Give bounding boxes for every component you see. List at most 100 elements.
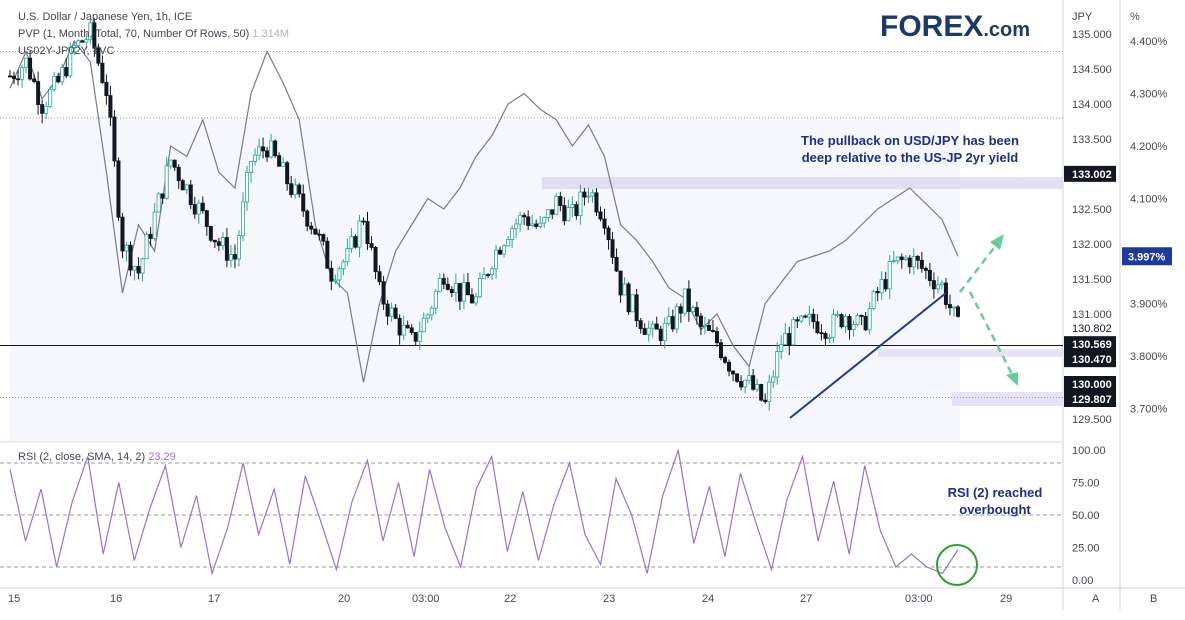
candle-body — [486, 274, 491, 276]
support-zone-1 — [878, 349, 1063, 357]
candle-body — [140, 258, 145, 274]
candle-body — [883, 279, 888, 290]
candle-body — [156, 193, 161, 213]
candle-body — [875, 291, 880, 294]
time-tick-label: 03:00 — [905, 593, 933, 605]
candle-body — [642, 328, 647, 335]
candle-body — [301, 193, 306, 212]
symbol-legend[interactable]: U.S. Dollar / Japanese Yen, 1h, ICE — [18, 11, 193, 23]
candle-body — [947, 304, 952, 309]
candle-body — [481, 274, 486, 279]
yield-tick-label: 4.200% — [1130, 141, 1168, 153]
candle-body — [453, 283, 458, 293]
price-tick-label: 131.000 — [1072, 309, 1112, 321]
price-tick-label: 129.500 — [1072, 414, 1112, 426]
pvp-legend[interactable]: PVP (1, Month, Total, 70, Number Of Rows… — [18, 28, 289, 40]
candle-body — [731, 370, 736, 375]
price-label: 133.002 — [1072, 169, 1112, 181]
candle-body — [164, 165, 169, 199]
candle-body — [654, 323, 659, 330]
candle-body — [253, 154, 258, 162]
price-tick-label: 132.000 — [1072, 239, 1112, 251]
candle-body — [879, 279, 884, 294]
candle-body — [759, 384, 764, 401]
candle-body — [132, 266, 137, 271]
candle-body — [108, 95, 113, 118]
candle-body — [269, 140, 274, 158]
candle-body — [530, 223, 535, 226]
axis-a-button[interactable]: A — [1092, 593, 1100, 605]
price-label-bg — [1064, 391, 1116, 407]
candle-body — [28, 57, 33, 80]
candle-body — [710, 330, 715, 332]
candle-body — [76, 40, 81, 46]
rsi-tick-label: 75.00 — [1072, 478, 1100, 490]
rsi-axis[interactable]: 100.00 75.00 50.00 25.00 0.00 — [1072, 445, 1106, 587]
price-tick-label: 131.500 — [1072, 274, 1112, 286]
time-tick-label: 24 — [702, 593, 714, 605]
rsi-series — [9, 449, 959, 576]
price-tick-label: 132.500 — [1072, 204, 1112, 216]
rsi-tick-label: 50.00 — [1072, 510, 1100, 522]
candle-body — [956, 306, 961, 317]
price-label-bg — [1064, 376, 1116, 392]
candle-body — [204, 210, 209, 227]
candle-body — [176, 166, 181, 182]
candle-body — [494, 249, 499, 270]
time-tick-label: 23 — [603, 593, 615, 605]
candle-body — [819, 332, 824, 335]
candle-body — [68, 46, 73, 77]
candle-body — [381, 281, 386, 305]
candle-body — [851, 324, 856, 331]
candle-body — [329, 267, 334, 282]
candle-body — [702, 324, 707, 327]
candle-body — [771, 376, 776, 383]
candle-body — [40, 104, 45, 114]
candle-body — [373, 246, 378, 273]
yield-tick-label: 4.100% — [1130, 194, 1168, 206]
candle-body — [811, 313, 816, 323]
candle-body — [285, 162, 290, 185]
logo-text: FOREX — [880, 10, 984, 43]
horizontal-levels — [0, 51, 1063, 399]
candle-body — [401, 324, 406, 336]
rsi-legend[interactable]: RSI (2, close, SMA, 14, 2) 23.29 — [18, 451, 176, 463]
candle-body — [48, 88, 53, 107]
candle-body — [421, 317, 426, 333]
candle-body — [317, 233, 322, 236]
yield-axis[interactable]: 4.400%4.300%4.200%4.100%4.000%3.900%3.80… — [1122, 36, 1172, 416]
rsi-levels — [0, 462, 1063, 568]
candle-body — [32, 78, 37, 82]
candle-body — [907, 257, 912, 268]
rsi-highlight-circle — [936, 544, 978, 586]
candle-body — [843, 316, 848, 328]
candle-body — [755, 384, 760, 390]
overlay-legend[interactable]: US02Y-JP02Y, TVC — [18, 45, 115, 57]
candle-body — [16, 78, 21, 81]
candle-body — [630, 294, 635, 313]
trendline[interactable] — [789, 292, 947, 419]
candle-body — [168, 159, 173, 167]
candle-body — [550, 209, 555, 215]
axis-b-button[interactable]: B — [1150, 593, 1157, 605]
candle-body — [618, 270, 623, 296]
candle-body — [249, 161, 254, 173]
yield-line — [9, 39, 959, 383]
candle-body — [714, 331, 719, 344]
candle-body — [634, 294, 639, 322]
candle-body — [257, 146, 262, 156]
candle-body — [650, 323, 655, 329]
candle-body — [542, 217, 547, 224]
candle-body — [208, 226, 213, 241]
rsi-tick-label: 0.00 — [1072, 575, 1093, 587]
candle-body — [767, 381, 772, 403]
projection-up-line — [959, 239, 1001, 293]
candle-body — [831, 314, 836, 338]
candle-body — [518, 214, 523, 225]
time-axis[interactable]: 15 16 17 20 03:00 22 23 24 27 03:00 29 — [8, 593, 1012, 605]
yield-series — [9, 39, 959, 383]
candle-body — [919, 259, 924, 269]
candle-body — [148, 233, 153, 239]
candle-body — [739, 381, 744, 388]
